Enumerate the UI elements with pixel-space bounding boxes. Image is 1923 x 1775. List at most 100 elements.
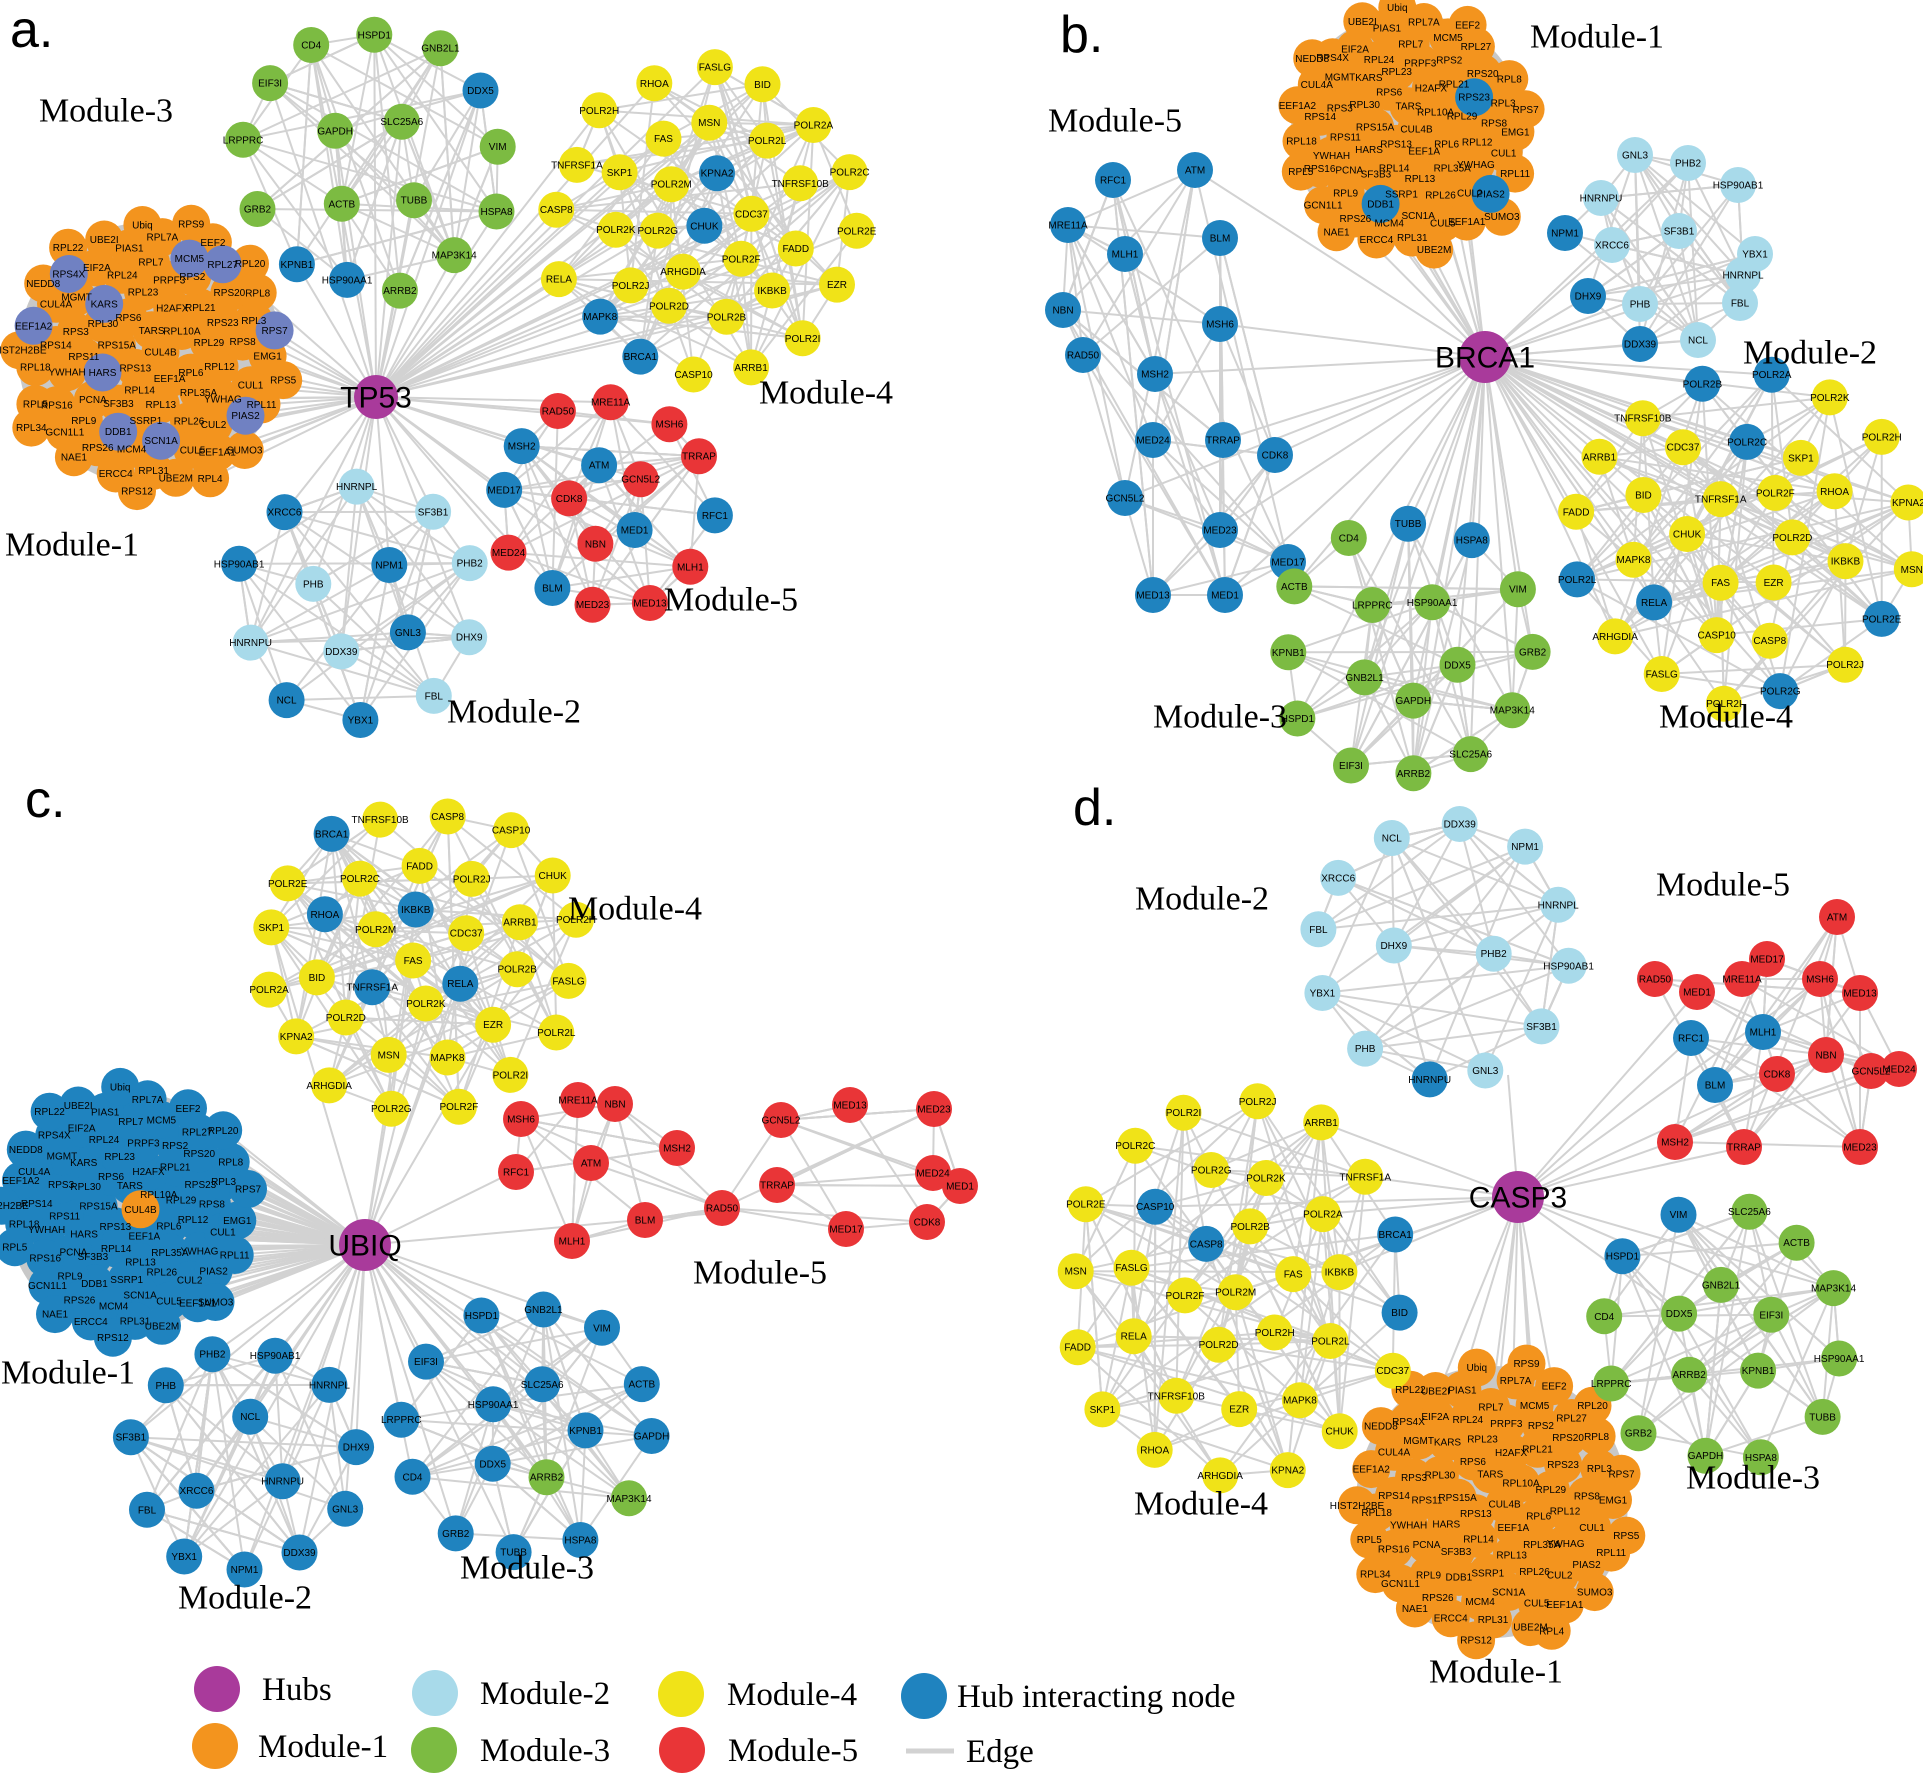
svg-text:NEDD8: NEDD8 (1295, 54, 1329, 65)
svg-text:GCN5L2: GCN5L2 (762, 1116, 801, 1127)
svg-text:POLR2K: POLR2K (1246, 1174, 1286, 1185)
svg-text:ATM: ATM (1185, 166, 1205, 177)
svg-text:TNFRSF10B: TNFRSF10B (1614, 414, 1672, 425)
svg-text:BID: BID (1391, 1308, 1408, 1319)
svg-text:Module-2: Module-2 (1135, 881, 1269, 918)
svg-text:RPS13: RPS13 (100, 1222, 132, 1233)
svg-text:SLC25A6: SLC25A6 (1728, 1207, 1771, 1218)
svg-text:UBE2M: UBE2M (159, 473, 193, 484)
svg-text:ATM: ATM (1827, 913, 1847, 924)
svg-text:ARRB1: ARRB1 (503, 918, 537, 929)
svg-text:PCNA: PCNA (79, 395, 107, 406)
svg-text:EMG1: EMG1 (253, 352, 282, 363)
svg-text:ARHGDIA: ARHGDIA (660, 267, 706, 278)
svg-text:PIAS2: PIAS2 (199, 1266, 228, 1277)
svg-text:POLR2I: POLR2I (785, 334, 821, 345)
svg-text:HARS: HARS (89, 368, 117, 379)
svg-text:RPL5: RPL5 (2, 1243, 27, 1254)
svg-text:RPL24: RPL24 (89, 1135, 120, 1146)
svg-text:POLR2J: POLR2J (612, 281, 650, 292)
svg-text:ARRB2: ARRB2 (383, 286, 417, 297)
svg-text:GNB2L1: GNB2L1 (1702, 1280, 1741, 1291)
svg-text:RAD50: RAD50 (542, 407, 575, 418)
svg-text:Module-5: Module-5 (693, 1255, 827, 1292)
svg-text:SF3B3: SF3B3 (103, 399, 134, 410)
svg-text:MGMT: MGMT (1325, 73, 1356, 84)
svg-text:EEF1A1: EEF1A1 (179, 1299, 217, 1310)
svg-text:RPL12: RPL12 (204, 362, 235, 373)
svg-text:EZR: EZR (483, 1020, 503, 1031)
svg-text:HSPA8: HSPA8 (564, 1536, 596, 1547)
svg-text:MAPK8: MAPK8 (1617, 555, 1651, 566)
svg-text:Module-4: Module-4 (759, 375, 893, 412)
svg-text:TRRAP: TRRAP (760, 1181, 794, 1192)
svg-text:ERCC4: ERCC4 (1359, 235, 1393, 246)
svg-text:RHOA: RHOA (640, 79, 669, 90)
svg-text:MSH2: MSH2 (1661, 1138, 1689, 1149)
svg-text:YWHAH: YWHAH (48, 368, 85, 379)
svg-text:TRRAP: TRRAP (1727, 1143, 1761, 1154)
svg-text:EMG1: EMG1 (223, 1216, 252, 1227)
svg-text:YWHAG: YWHAG (1547, 1539, 1585, 1550)
svg-text:KARS: KARS (1434, 1438, 1462, 1449)
svg-text:POLR2A: POLR2A (1752, 370, 1792, 381)
svg-text:FBL: FBL (425, 691, 444, 702)
svg-text:Module-1: Module-1 (258, 1729, 388, 1765)
svg-text:RHOA: RHOA (310, 910, 339, 921)
svg-text:NAE1: NAE1 (1323, 228, 1350, 239)
svg-text:RPS20: RPS20 (214, 288, 246, 299)
svg-text:YWHAH: YWHAH (1390, 1521, 1427, 1532)
svg-text:MAP3K14: MAP3K14 (432, 251, 477, 262)
svg-text:Module-3: Module-3 (1153, 699, 1287, 736)
svg-text:RPL31: RPL31 (120, 1316, 151, 1327)
svg-text:PCNA: PCNA (60, 1248, 88, 1259)
svg-text:RPL8: RPL8 (1497, 75, 1522, 86)
svg-text:SUMO3: SUMO3 (227, 446, 263, 457)
svg-text:RPS20: RPS20 (1467, 69, 1499, 80)
svg-text:NCL: NCL (277, 696, 297, 707)
svg-text:KPNB1: KPNB1 (1742, 1366, 1775, 1377)
svg-text:SF3B1: SF3B1 (1664, 227, 1695, 238)
svg-text:RPL10A: RPL10A (1417, 108, 1455, 119)
svg-text:IKBKB: IKBKB (1325, 1268, 1355, 1279)
svg-text:FAS: FAS (1711, 578, 1730, 589)
svg-text:RPS26: RPS26 (1422, 1593, 1454, 1604)
svg-text:UBE2I: UBE2I (90, 235, 119, 246)
svg-text:RPL4: RPL4 (1539, 1626, 1564, 1637)
svg-text:POLR2D: POLR2D (1772, 533, 1812, 544)
svg-text:UBE2I: UBE2I (64, 1101, 93, 1112)
svg-text:SSRP1: SSRP1 (110, 1275, 143, 1286)
svg-text:RPL26: RPL26 (1519, 1567, 1550, 1578)
svg-text:EEF1A1: EEF1A1 (199, 448, 237, 459)
svg-text:MRE11A: MRE11A (1722, 975, 1762, 986)
svg-text:RPS4X: RPS4X (52, 270, 85, 281)
svg-text:HNRNPL: HNRNPL (1722, 271, 1764, 282)
svg-text:RPL29: RPL29 (1447, 112, 1478, 123)
svg-text:EEF1A2: EEF1A2 (1353, 1465, 1391, 1476)
svg-text:RAD50: RAD50 (1639, 975, 1672, 986)
svg-text:TNFRSF1A: TNFRSF1A (1339, 1172, 1391, 1183)
svg-text:RPL10A: RPL10A (163, 327, 201, 338)
svg-text:EIF3I: EIF3I (1759, 1310, 1783, 1321)
svg-text:TNFRSF10B: TNFRSF10B (351, 815, 409, 826)
svg-text:EEF1A: EEF1A (1408, 147, 1440, 158)
svg-text:HNRNPU: HNRNPU (229, 638, 272, 649)
svg-text:GAPDH: GAPDH (1688, 1451, 1724, 1462)
svg-text:RPS26: RPS26 (82, 443, 114, 454)
svg-text:NPM1: NPM1 (375, 561, 403, 572)
svg-text:POLR2L: POLR2L (1311, 1337, 1350, 1348)
svg-text:H2AFX: H2AFX (1495, 1448, 1528, 1459)
svg-text:RPL11: RPL11 (247, 400, 277, 411)
svg-text:GAPDH: GAPDH (1396, 696, 1432, 707)
svg-text:POLR2G: POLR2G (638, 226, 679, 237)
svg-text:NPM1: NPM1 (1551, 229, 1579, 240)
svg-text:RPL13: RPL13 (125, 1257, 156, 1268)
svg-text:RPL7: RPL7 (118, 1117, 143, 1128)
svg-text:RPS12: RPS12 (97, 1333, 129, 1344)
svg-text:RPL23: RPL23 (1381, 67, 1412, 78)
svg-text:POLR2I: POLR2I (1706, 699, 1742, 710)
svg-text:POLR2J: POLR2J (1826, 660, 1864, 671)
svg-text:RPS3: RPS3 (63, 327, 90, 338)
svg-text:PHB2: PHB2 (457, 559, 484, 570)
svg-text:MCM4: MCM4 (1374, 218, 1404, 229)
